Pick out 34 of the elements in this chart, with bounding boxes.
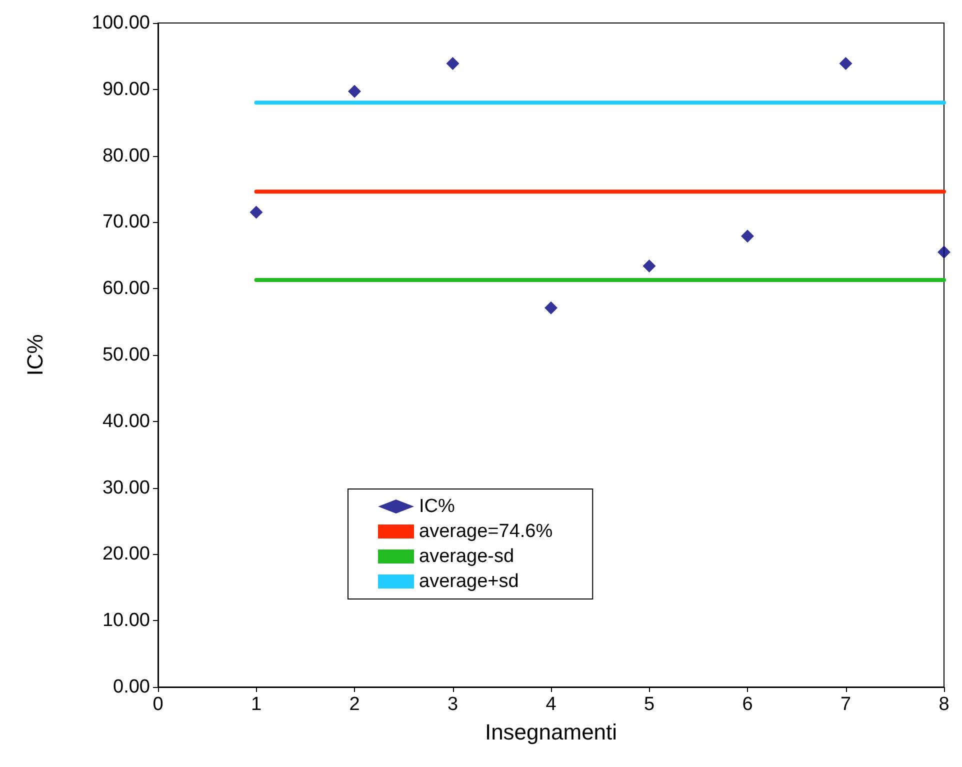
legend-label: average=74.6% xyxy=(419,521,553,542)
y-tick-label: 0.00 xyxy=(113,676,150,698)
y-tick-label: 60.00 xyxy=(102,278,150,300)
x-tick-label: 0 xyxy=(152,694,164,715)
point xyxy=(544,301,558,314)
y-tick-label: 70.00 xyxy=(102,212,150,233)
y-tick-label: 20.00 xyxy=(102,544,150,565)
point xyxy=(741,230,754,243)
x-tick-label: 4 xyxy=(546,694,557,715)
x-tick-label: 1 xyxy=(250,694,262,715)
y-tick-label: 30.00 xyxy=(102,477,150,498)
y-tick-label: 50.00 xyxy=(102,344,150,366)
point xyxy=(250,206,263,219)
y-tick-label: 100.00 xyxy=(92,12,150,34)
y-tick-label: 40.00 xyxy=(102,410,150,432)
legend-label: average+sd xyxy=(419,571,519,592)
point xyxy=(938,246,950,259)
y-axis-title: IC% xyxy=(22,334,48,376)
legend-label: average-sd xyxy=(419,546,514,567)
x-axis-title: Insegnamenti xyxy=(484,720,618,744)
x-tick-label: 6 xyxy=(742,694,753,715)
y-tick-label: 10.00 xyxy=(102,610,150,632)
point xyxy=(446,57,460,70)
x-tick-label: 2 xyxy=(349,694,360,715)
point xyxy=(348,84,361,98)
x-tick-label: 8 xyxy=(938,694,950,715)
point xyxy=(839,57,852,70)
x-tick-label: 5 xyxy=(644,694,655,715)
x-tick-label: 7 xyxy=(840,694,852,715)
point xyxy=(642,260,656,273)
y-tick-label: 90.00 xyxy=(102,78,150,100)
x-tick-label: 3 xyxy=(447,694,458,715)
y-tick-label: 80.00 xyxy=(102,145,150,166)
legend-label: IC% xyxy=(419,496,455,517)
